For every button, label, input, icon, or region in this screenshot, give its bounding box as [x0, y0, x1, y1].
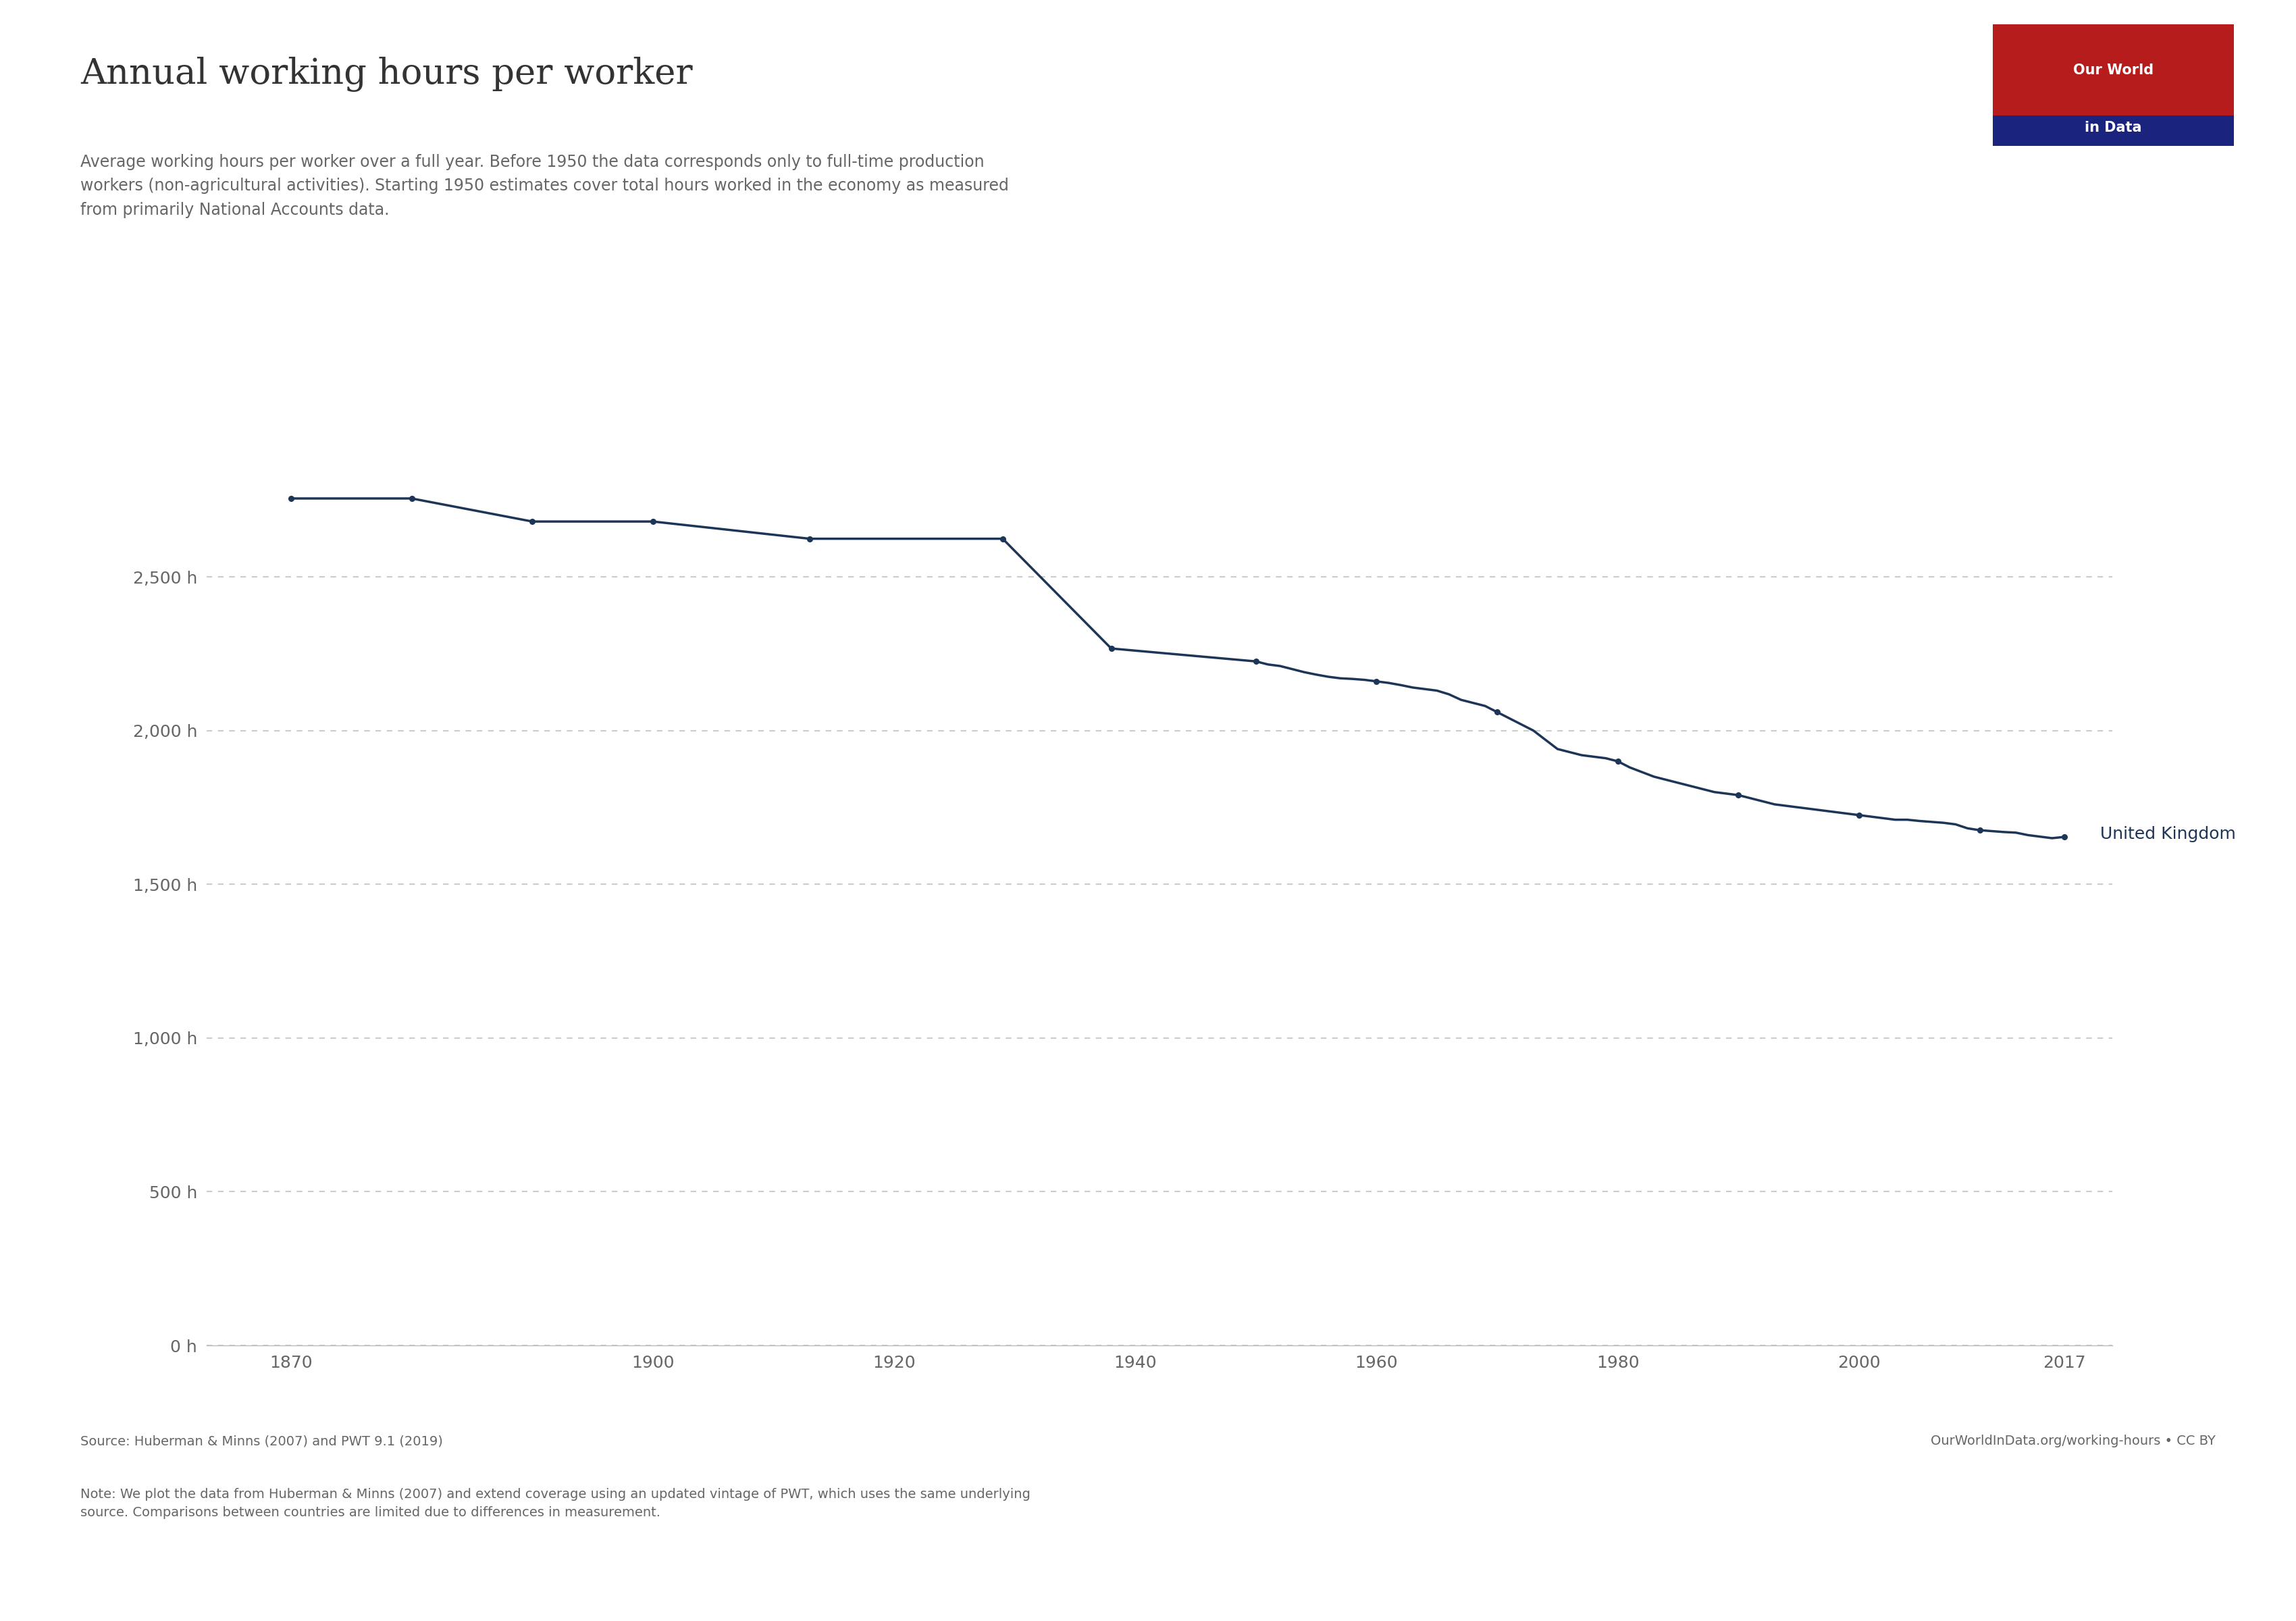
Text: in Data: in Data: [2085, 122, 2142, 135]
Text: Source: Huberman & Minns (2007) and PWT 9.1 (2019): Source: Huberman & Minns (2007) and PWT …: [80, 1435, 443, 1448]
Text: OurWorldInData.org/working-hours • CC BY: OurWorldInData.org/working-hours • CC BY: [1931, 1435, 2216, 1448]
Text: Average working hours per worker over a full year. Before 1950 the data correspo: Average working hours per worker over a …: [80, 154, 1008, 219]
Text: United Kingdom: United Kingdom: [2101, 825, 2236, 841]
Text: Note: We plot the data from Huberman & Minns (2007) and extend coverage using an: Note: We plot the data from Huberman & M…: [80, 1488, 1031, 1519]
Text: Annual working hours per worker: Annual working hours per worker: [80, 57, 693, 92]
Text: Our World: Our World: [2073, 63, 2154, 78]
Bar: [1993, 115, 2234, 146]
